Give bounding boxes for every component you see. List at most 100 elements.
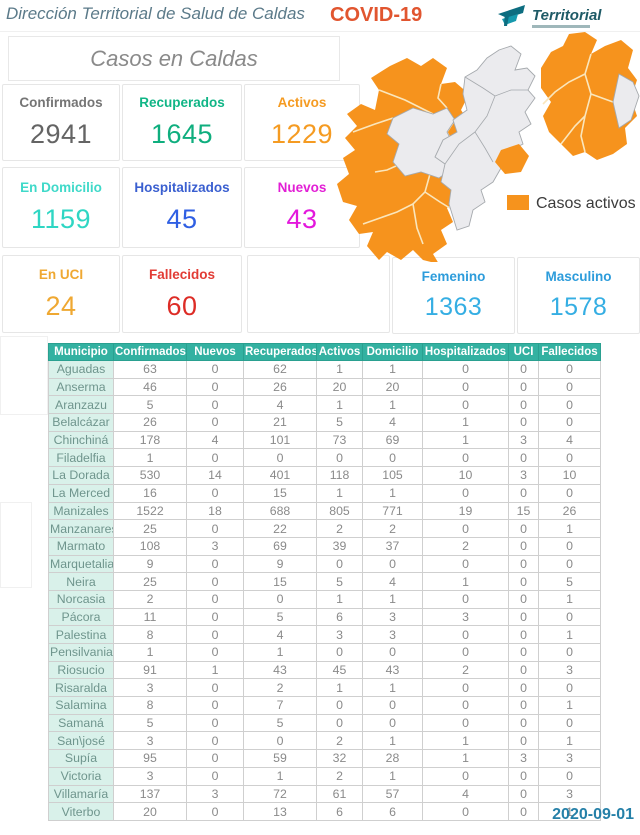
cell-nuevos: 0 <box>186 749 244 768</box>
cell-nuevos: 3 <box>186 536 244 556</box>
cell-fallecidos: 0 <box>538 713 601 733</box>
card-label: Confirmados <box>19 95 103 110</box>
card-nuevos: Nuevos 43 <box>244 167 360 248</box>
cell-domicilio: 4 <box>362 572 423 591</box>
cell-municipio: Salamina <box>48 696 114 715</box>
cell-nuevos: 0 <box>186 572 244 591</box>
cell-recuperados: 9 <box>243 554 317 574</box>
cell-activos: 0 <box>316 448 363 468</box>
org-title: Dirección Territorial de Salud de Caldas <box>6 4 305 23</box>
cell-domicilio: 3 <box>362 625 423 644</box>
cell-fallecidos: 0 <box>538 483 601 503</box>
card-en-uci: En UCI 24 <box>2 255 120 333</box>
cell-nuevos: 0 <box>186 519 244 538</box>
cell-activos: 0 <box>316 713 363 733</box>
cell-municipio: La Merced <box>48 483 114 503</box>
territorial-logo: Territorial <box>494 2 601 33</box>
card-masculino: Masculino 1578 <box>517 257 640 334</box>
cell-fallecidos: 1 <box>538 802 601 821</box>
cell-domicilio: 0 <box>362 643 423 662</box>
cell-domicilio: 1 <box>362 766 423 786</box>
cell-hospitalizados: 1 <box>422 749 509 768</box>
cell-confirmados: 25 <box>113 572 187 591</box>
cell-uci: 0 <box>508 377 539 397</box>
cell-confirmados: 2 <box>113 589 187 609</box>
cell-confirmados: 1 <box>113 448 187 468</box>
legend-label: Casos activos <box>536 195 636 212</box>
cell-domicilio: 0 <box>362 713 423 733</box>
cell-fallecidos: 1 <box>538 589 601 609</box>
cell-hospitalizados: 1 <box>422 572 509 591</box>
map-inactive-band <box>434 45 536 231</box>
cell-nuevos: 0 <box>186 678 244 698</box>
cell-recuperados: 0 <box>243 731 317 751</box>
card-value: 45 <box>166 204 198 234</box>
cell-confirmados: 530 <box>113 466 187 485</box>
cell-hospitalizados: 0 <box>422 360 509 379</box>
cell-hospitalizados: 2 <box>422 536 509 556</box>
cell-activos: 1 <box>316 678 363 698</box>
cell-nuevos: 4 <box>186 430 244 450</box>
cell-recuperados: 62 <box>243 360 317 379</box>
col-municipio: Municipio <box>48 343 114 361</box>
table-row: Villamaría 137 3 72 61 57 4 0 3 <box>48 784 601 804</box>
cell-recuperados: 688 <box>243 501 317 521</box>
cell-confirmados: 20 <box>113 802 187 821</box>
cell-fallecidos: 1 <box>538 696 601 715</box>
cell-municipio: Viterbo <box>48 802 114 821</box>
cases-table: Municipio Confirmados Nuevos Recuperados… <box>48 343 601 821</box>
card-value: 43 <box>286 204 318 234</box>
cell-confirmados: 5 <box>113 395 187 415</box>
card-value: 1229 <box>270 119 334 149</box>
cell-nuevos: 0 <box>186 802 244 821</box>
cell-activos: 2 <box>316 519 363 538</box>
cell-confirmados: 1 <box>113 643 187 662</box>
cell-hospitalizados: 0 <box>422 377 509 397</box>
cell-domicilio: 0 <box>362 696 423 715</box>
cell-municipio: Marmato <box>48 536 114 556</box>
cell-uci: 0 <box>508 536 539 556</box>
cell-confirmados: 8 <box>113 625 187 644</box>
cell-recuperados: 0 <box>243 448 317 468</box>
cell-municipio: Norcasia <box>48 589 114 609</box>
table-row: Chinchiná 178 4 101 73 69 1 3 4 <box>48 430 601 450</box>
cell-domicilio: 37 <box>362 536 423 556</box>
cell-confirmados: 108 <box>113 536 187 556</box>
cell-activos: 2 <box>316 766 363 786</box>
cell-nuevos: 18 <box>186 501 244 521</box>
cell-activos: 20 <box>316 377 363 397</box>
cell-confirmados: 11 <box>113 607 187 627</box>
cell-confirmados: 137 <box>113 784 187 804</box>
cell-uci: 0 <box>508 519 539 538</box>
cell-activos: 5 <box>316 413 363 432</box>
card-label: Activos <box>277 95 327 110</box>
cell-fallecidos: 3 <box>538 784 601 804</box>
cell-confirmados: 9 <box>113 554 187 574</box>
cell-municipio: Neira <box>48 572 114 591</box>
cell-domicilio: 69 <box>362 430 423 450</box>
cell-domicilio: 1 <box>362 483 423 503</box>
cell-municipio: Manizales <box>48 501 114 521</box>
cell-hospitalizados: 0 <box>422 519 509 538</box>
cell-recuperados: 401 <box>243 466 317 485</box>
section-title-box: Casos en Caldas <box>8 36 340 81</box>
cell-recuperados: 15 <box>243 572 317 591</box>
table-row: Pensilvania 1 0 1 0 0 0 0 0 <box>48 643 601 662</box>
cell-hospitalizados: 0 <box>422 713 509 733</box>
card-label: Recuperados <box>139 95 225 110</box>
cell-uci: 15 <box>508 501 539 521</box>
cell-recuperados: 21 <box>243 413 317 432</box>
cell-municipio: Pácora <box>48 607 114 627</box>
cell-hospitalizados: 19 <box>422 501 509 521</box>
cell-nuevos: 0 <box>186 413 244 432</box>
cell-fallecidos: 0 <box>538 448 601 468</box>
cell-municipio: Belalcázar <box>48 413 114 432</box>
map-active-east-region <box>541 32 637 160</box>
table-row: Riosucio 91 1 43 45 43 2 0 3 <box>48 660 601 680</box>
cell-uci: 3 <box>508 430 539 450</box>
table-row: Neira 25 0 15 5 4 1 0 5 <box>48 572 601 591</box>
header-bar: Dirección Territorial de Salud de Caldas… <box>0 0 640 32</box>
card-confirmados: Confirmados 2941 <box>2 84 120 161</box>
cell-domicilio: 0 <box>362 554 423 574</box>
